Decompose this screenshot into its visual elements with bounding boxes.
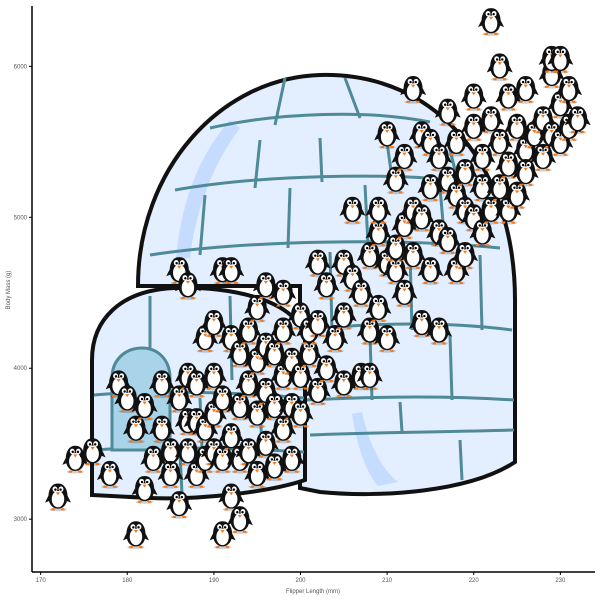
y-tick-label: 3000 (14, 517, 28, 523)
x-tick-label: 190 (209, 578, 220, 584)
penguin-icon (122, 521, 149, 549)
penguin-icon (486, 53, 513, 82)
x-tick-label: 220 (469, 578, 480, 584)
penguin-icon (460, 83, 487, 112)
penguin-icon (44, 483, 71, 512)
x-tick-label: 230 (555, 578, 566, 584)
x-tick-label: 170 (36, 578, 47, 584)
x-tick-label: 210 (382, 578, 393, 584)
y-tick-label: 6000 (14, 64, 28, 70)
y-axis-ticks: 3000 4000 5000 6000 (14, 64, 32, 523)
igloo-shadow-2 (352, 412, 398, 486)
axes (31, 6, 595, 573)
x-axis-title: Flipper Length (mm) (286, 589, 340, 595)
y-tick-label: 5000 (14, 215, 28, 221)
y-axis-title: Body Mass (g) (6, 271, 12, 310)
igloo-shadow (176, 120, 240, 260)
x-tick-label: 180 (122, 578, 133, 584)
penguin-icon (478, 8, 505, 36)
x-axis-ticks: 170 180 190 200 210 220 230 (36, 572, 566, 584)
x-tick-label: 200 (295, 578, 306, 584)
y-tick-label: 4000 (14, 366, 28, 372)
